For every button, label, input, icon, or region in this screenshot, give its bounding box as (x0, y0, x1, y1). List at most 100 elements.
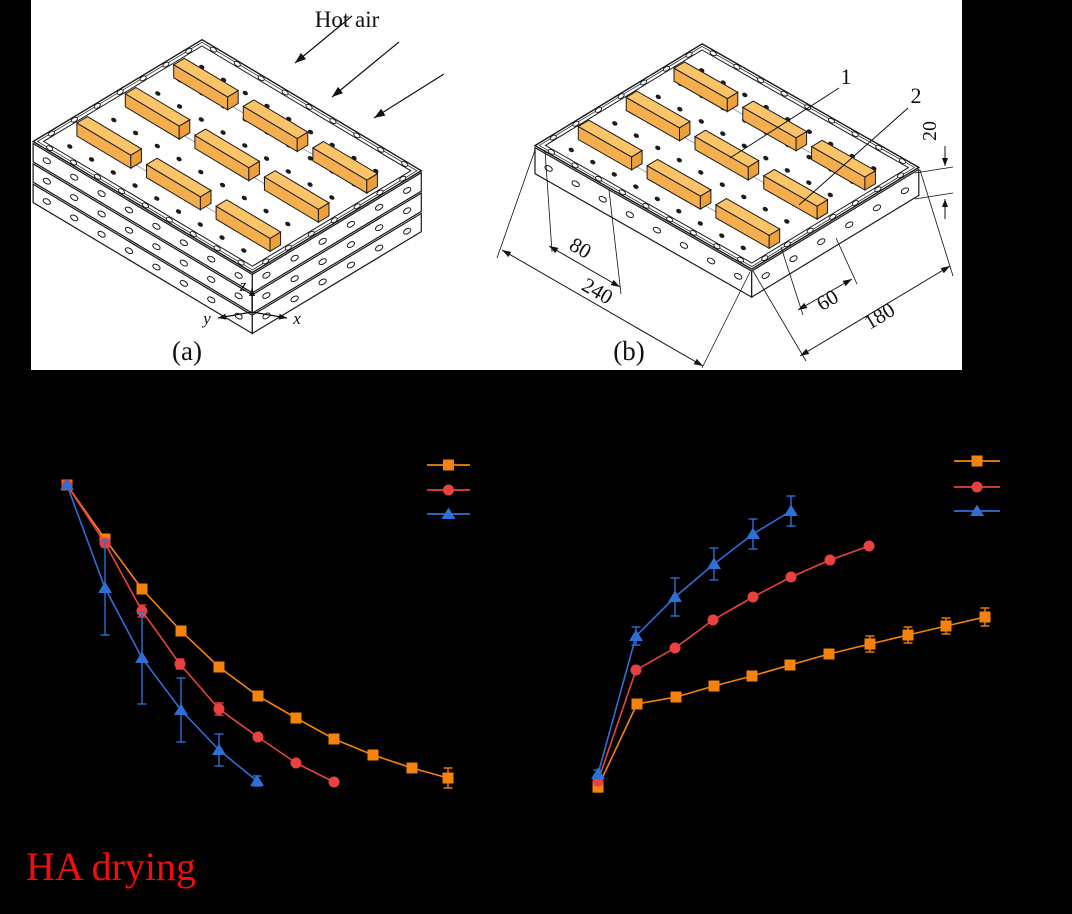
arrow-line (331, 41, 400, 98)
wall-hole (124, 247, 134, 255)
floor-dot (242, 143, 248, 148)
floor-dot (742, 92, 748, 98)
rim-hole (93, 102, 101, 109)
right-chart-legend (954, 455, 1000, 516)
circle-marker (971, 481, 983, 493)
circle-marker (252, 731, 264, 743)
rim-hole (93, 173, 102, 180)
floor-dot (655, 94, 661, 100)
bar-top-face (762, 168, 829, 207)
extension-line (496, 149, 536, 259)
arrowhead (693, 358, 703, 366)
bar-top-face (714, 198, 781, 236)
wall-hole (318, 258, 327, 266)
wall-hole (207, 255, 216, 263)
arrowhead (218, 313, 227, 320)
triangle-marker (250, 774, 264, 786)
wall-hole (152, 222, 161, 230)
floor-dot (241, 195, 247, 201)
square-marker (864, 638, 876, 650)
rim-hole (875, 144, 883, 151)
arrowhead (940, 266, 950, 274)
dim-20-label: 20 (919, 121, 941, 141)
bar-top-face (145, 157, 212, 198)
legend-entry (954, 504, 1000, 516)
axis-x-label: x (292, 309, 301, 328)
floor-dot (784, 219, 790, 224)
arrowhead (332, 86, 343, 97)
rim-hole (209, 46, 217, 53)
square-marker (940, 620, 952, 632)
rim-hole (689, 229, 697, 236)
rim-hole (46, 145, 54, 152)
floor-dot (719, 182, 725, 187)
wall-hole (70, 173, 79, 181)
floor-dot (568, 147, 574, 153)
sample-bar (124, 86, 191, 140)
floor-dot (285, 221, 291, 227)
rim-hole (756, 77, 765, 84)
floor-dot (590, 159, 596, 165)
bar-top-face (124, 86, 191, 127)
floor-dot (220, 130, 226, 135)
floor-dot (176, 156, 182, 162)
floor-dot (285, 169, 291, 174)
extension-line (835, 237, 858, 285)
dimension-line (797, 278, 853, 311)
floor-dot (154, 143, 160, 149)
rim-hole (376, 189, 384, 196)
rim-hole (281, 89, 289, 96)
circle-marker (669, 642, 681, 654)
floor-dot (806, 129, 812, 134)
rim-hole (713, 243, 721, 250)
bar-top-face (741, 100, 808, 139)
arrowhead (842, 279, 852, 287)
arrowhead (942, 158, 948, 166)
wall-hole (346, 261, 356, 269)
floor-dot (806, 154, 812, 160)
circle-marker (863, 540, 875, 552)
wall-hole (290, 275, 299, 283)
square-marker (290, 712, 302, 724)
triangle-marker (441, 507, 456, 519)
legend-entry (954, 481, 1000, 493)
floor-dot (132, 130, 139, 136)
wall-hole (97, 190, 106, 197)
rim-hole (307, 230, 315, 237)
floor-dot (677, 106, 683, 112)
sample-bar (75, 116, 143, 170)
rim-hole (353, 132, 361, 139)
rim-hole (401, 161, 409, 167)
rim-hole (783, 241, 791, 248)
triangle-marker (629, 629, 643, 641)
wall-hole (234, 292, 243, 300)
bar-top-face (577, 119, 644, 158)
wall-hole (845, 221, 854, 229)
wall-hole (290, 254, 299, 262)
floor-dot (698, 119, 704, 124)
triangle-marker (174, 703, 188, 715)
rim-hole (117, 188, 125, 195)
wall-hole (346, 241, 356, 248)
rim-hole (257, 75, 265, 82)
rim-hole (851, 131, 859, 138)
floor-dot (198, 169, 204, 175)
rim-hole (233, 60, 241, 67)
rim-hole (662, 65, 670, 72)
circle-marker (290, 757, 302, 769)
triangle-marker (135, 651, 149, 663)
arrowhead (502, 250, 512, 258)
floor-dot (307, 129, 314, 135)
arrowhead (610, 279, 620, 287)
sample-bar (625, 90, 691, 142)
square-marker (328, 733, 340, 745)
arrowhead (798, 302, 808, 310)
extension-line (919, 169, 954, 277)
sample-bar (810, 139, 877, 191)
square-marker (902, 629, 914, 641)
square-marker (442, 772, 454, 784)
bar-top-face (673, 61, 739, 100)
wall-hole (124, 206, 134, 214)
wall-hole (152, 263, 161, 271)
